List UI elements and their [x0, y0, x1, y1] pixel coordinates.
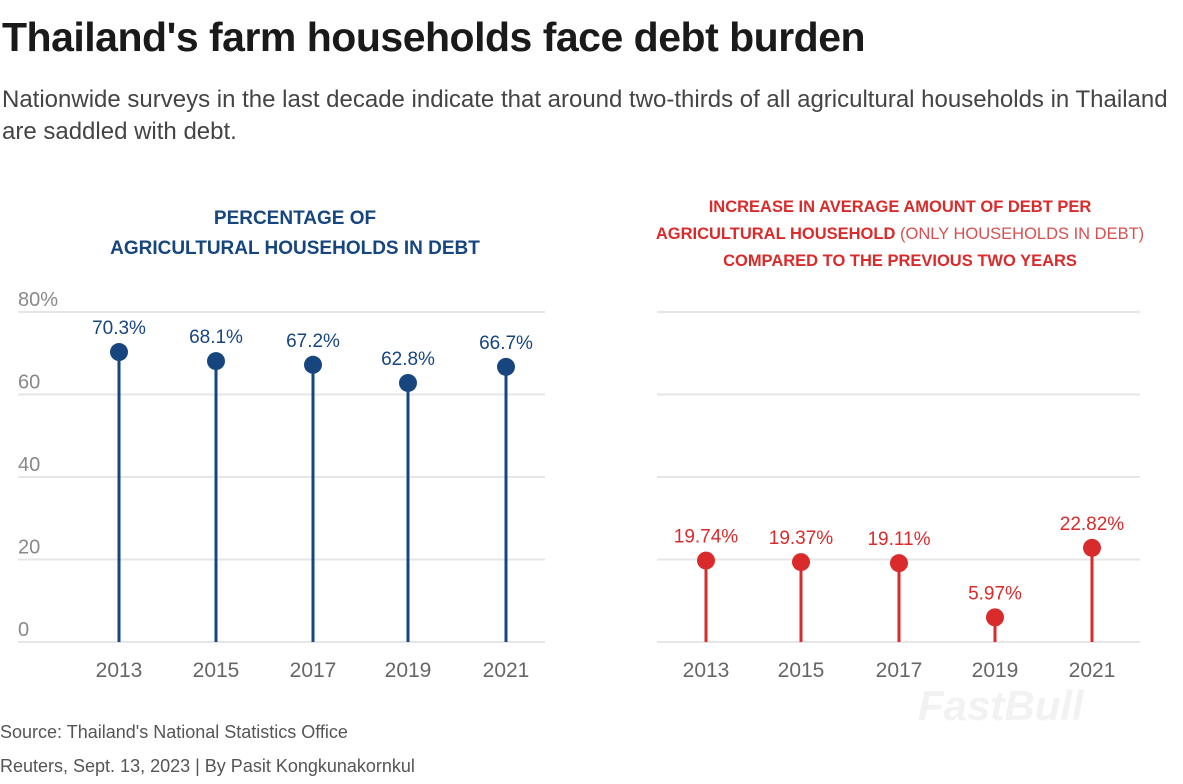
right-data-label: 19.11%	[867, 529, 930, 550]
left-point	[497, 357, 515, 376]
right-data-label: 19.74%	[674, 527, 739, 548]
left-point	[399, 373, 417, 392]
right-point	[697, 551, 715, 570]
left-data-label: 68.1%	[189, 327, 243, 348]
right-chart-title-line2: AGRICULTURAL HOUSEHOLD (ONLY HOUSEHOLDS …	[610, 221, 1183, 248]
right-data-label: 22.82%	[1060, 514, 1125, 535]
right-xtick-label: 2019	[972, 659, 1019, 682]
right-chart-title-light: (ONLY HOUSEHOLDS IN DEBT)	[899, 225, 1145, 243]
page-subtitle: Nationwide surveys in the last decade in…	[2, 86, 1168, 145]
credit-note: Reuters, Sept. 13, 2023 | By Pasit Kongk…	[0, 756, 415, 776]
watermark-logo: FastBull	[918, 682, 1084, 729]
right-point	[1083, 538, 1101, 557]
right-xtick-label: 2021	[1069, 659, 1116, 682]
right-point	[792, 553, 810, 572]
left-data-label: 66.7%	[479, 333, 533, 354]
right-xtick-label: 2013	[683, 659, 730, 682]
source-note: Source: Thailand's National Statistics O…	[0, 722, 348, 742]
left-xtick-label: 2013	[96, 659, 143, 682]
left-ytick-label: 20	[18, 537, 40, 559]
left-point	[304, 355, 322, 374]
right-data-label: 5.97%	[968, 583, 1022, 604]
left-xtick-label: 2019	[385, 659, 432, 682]
left-xtick-label: 2017	[290, 659, 337, 682]
left-ytick-label: 40	[18, 454, 40, 476]
left-chart-title: PERCENTAGE OF AGRICULTURAL HOUSEHOLDS IN…	[30, 204, 560, 264]
left-data-label: 70.3%	[92, 318, 146, 339]
right-xtick-label: 2017	[876, 659, 923, 682]
page-title: Thailand's farm households face debt bur…	[2, 14, 866, 60]
left-ytick-label: 80%	[18, 289, 58, 311]
left-ytick-label: 60	[18, 372, 40, 394]
right-point	[890, 554, 908, 573]
left-point	[110, 343, 128, 362]
left-ytick-label: 0	[18, 619, 29, 641]
right-chart-title-bold: AGRICULTURAL HOUSEHOLD	[655, 225, 896, 243]
right-chart-title: INCREASE IN AVERAGE AMOUNT OF DEBT PER A…	[610, 194, 1183, 275]
left-data-label: 62.8%	[381, 349, 435, 370]
right-data-label: 19.37%	[769, 528, 834, 549]
left-chart-title-line2: AGRICULTURAL HOUSEHOLDS IN DEBT	[110, 238, 480, 259]
left-point	[207, 352, 225, 371]
left-xtick-label: 2015	[193, 659, 240, 682]
left-xtick-label: 2021	[483, 659, 530, 682]
right-chart-title-line3: COMPARED TO THE PREVIOUS TWO YEARS	[723, 252, 1077, 270]
left-chart-title-line1: PERCENTAGE OF	[213, 208, 377, 229]
left-data-label: 67.2%	[286, 331, 340, 352]
right-xtick-label: 2015	[778, 659, 825, 682]
right-chart-title-line1: INCREASE IN AVERAGE AMOUNT OF DEBT PER	[708, 198, 1092, 216]
right-point	[986, 608, 1004, 627]
